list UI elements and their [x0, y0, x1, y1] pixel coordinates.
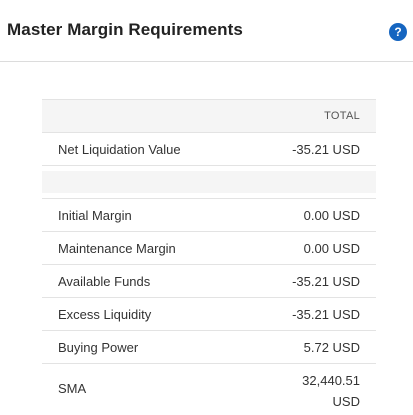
row-value: -35.21 USD [292, 274, 360, 289]
table-row-net-liquidation: Net Liquidation Value -35.21 USD [42, 132, 376, 165]
row-label: Initial Margin [58, 208, 132, 223]
row-value: 32,440.51 USD [302, 370, 360, 412]
margin-requirements-table: TOTAL Net Liquidation Value -35.21 USD I… [42, 99, 376, 415]
table-row-buying-power: Buying Power 5.72 USD [42, 330, 376, 363]
row-value: -35.21 USD [292, 307, 360, 322]
help-icon[interactable]: ? [389, 23, 407, 41]
row-value-amount: 32,440.51 [302, 373, 360, 388]
table-row-maintenance-margin: Maintenance Margin 0.00 USD [42, 231, 376, 264]
table-header-row: TOTAL [42, 99, 376, 132]
table-row-available-funds: Available Funds -35.21 USD [42, 264, 376, 297]
table-row-initial-margin: Initial Margin 0.00 USD [42, 198, 376, 231]
row-value: 0.00 USD [303, 241, 360, 256]
row-value: 5.72 USD [303, 340, 360, 355]
table-row-sma: SMA 32,440.51 USD [42, 363, 376, 415]
row-label: Net Liquidation Value [58, 142, 181, 157]
table-spacer-row [42, 165, 376, 198]
row-label: Buying Power [58, 340, 139, 355]
row-label: SMA [58, 381, 87, 396]
row-label: Maintenance Margin [58, 241, 176, 256]
spacer-band [42, 171, 376, 193]
row-label: Excess Liquidity [58, 307, 152, 322]
page-title: Master Margin Requirements [7, 20, 243, 39]
column-header-total: TOTAL [324, 110, 360, 122]
table-row-excess-liquidity: Excess Liquidity -35.21 USD [42, 297, 376, 330]
row-value: 0.00 USD [303, 208, 360, 223]
row-value: -35.21 USD [292, 142, 360, 157]
row-label: Available Funds [58, 274, 151, 289]
panel-header: Master Margin Requirements ? [0, 0, 413, 62]
row-value-currency: USD [332, 394, 360, 409]
